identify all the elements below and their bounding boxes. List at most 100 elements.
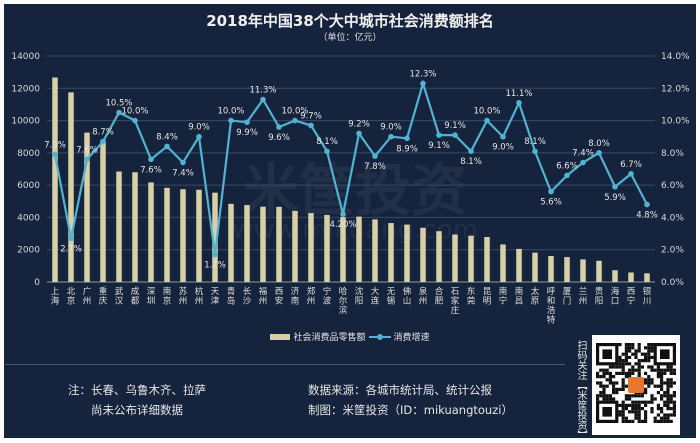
bar-郑州: [308, 213, 314, 282]
x-tick-label: 兰州: [579, 286, 588, 307]
legend-bar-label: 社会消费品零售额: [293, 333, 366, 343]
bar-呼和浩特: [548, 256, 554, 282]
growth-label: 9.2%: [348, 119, 370, 129]
bar-贵阳: [596, 260, 602, 282]
growth-label: 12.3%: [409, 69, 436, 79]
growth-label: 9.1%: [444, 121, 466, 131]
growth-label: 8.7%: [92, 128, 114, 138]
growth-label: 10.5%: [105, 99, 132, 109]
left-tick-label: 14000: [11, 52, 40, 62]
growth-point-郑州: [308, 122, 314, 129]
bar-南宁: [500, 244, 506, 282]
growth-label: 8.1%: [460, 157, 482, 167]
bar-杭州: [196, 189, 202, 282]
growth-point-杭州: [196, 133, 202, 140]
x-tick-label: 青岛: [227, 286, 236, 307]
x-tick-label: 重庆: [99, 286, 108, 307]
note-line-2: 尚未公布详细数据: [91, 403, 183, 417]
growth-point-上海: [52, 151, 58, 158]
x-tick-label: 厦门: [563, 287, 572, 307]
bar-沈阳: [356, 216, 362, 282]
growth-point-北京: [68, 235, 74, 242]
bar-广州: [84, 132, 90, 282]
right-tick-label: 12.0%: [661, 84, 690, 94]
x-tick-label: 无锡: [387, 287, 396, 307]
growth-label: 8.9%: [396, 144, 418, 154]
growth-point-苏州: [180, 159, 186, 166]
divider: [5, 364, 565, 365]
source-credit: 数据来源：各城市统计局、统计公报 制图：米筐投资（ID：mikuangtouzi…: [308, 380, 513, 420]
growth-label: 6.6%: [556, 161, 578, 171]
growth-point-天津: [212, 251, 218, 258]
x-tick-label: 南昌: [515, 286, 524, 307]
growth-label: 4.20%: [329, 220, 356, 230]
growth-label: 6.7%: [620, 160, 642, 170]
x-tick-label: 大连: [371, 286, 380, 307]
bar-厦门: [564, 257, 570, 282]
x-tick-label: 成都: [131, 286, 140, 307]
footnote: 注：长春、乌鲁木齐、拉萨 尚未公布详细数据: [68, 380, 206, 420]
bar-太原: [532, 252, 538, 282]
bar-长沙: [244, 205, 250, 282]
growth-point-南宁: [500, 133, 506, 140]
bar-青岛: [228, 203, 234, 282]
legend-line-label: 消费增速: [393, 333, 430, 343]
growth-point-沈阳: [356, 130, 362, 137]
growth-label: 9.9%: [236, 128, 258, 138]
bar-宁波: [324, 214, 330, 282]
x-tick-label: 杭州: [195, 286, 204, 307]
legend: 社会消费品零售额 消费增速: [0, 330, 700, 343]
x-tick-label: 昆明: [483, 287, 492, 307]
left-tick-label: 0: [34, 278, 40, 288]
bar-昆明: [484, 237, 490, 282]
growth-label: 7.4%: [572, 149, 594, 159]
bar-重庆: [100, 140, 106, 282]
growth-point-昆明: [484, 117, 490, 124]
x-tick-label: 苏州: [179, 286, 188, 307]
x-tick-label: 石家庄: [451, 287, 460, 316]
growth-point-合肥: [436, 132, 442, 138]
growth-point-南昌: [516, 100, 522, 106]
bar-大连: [372, 219, 378, 282]
growth-label: 1.7%: [204, 261, 226, 271]
x-tick-label: 济南: [291, 286, 300, 307]
x-tick-label: 贵阳: [595, 286, 604, 307]
bar-无锡: [388, 223, 394, 282]
bar-成都: [132, 172, 138, 282]
bar-西宁: [628, 272, 634, 282]
growth-point-贵阳: [596, 150, 602, 156]
bar-天津: [212, 192, 218, 282]
bar-东莞: [468, 235, 474, 282]
right-tick-label: 2.0%: [661, 246, 684, 256]
x-tick-label: 上海: [51, 287, 60, 307]
bar-合肥: [436, 231, 442, 282]
bar-泉州: [420, 227, 426, 282]
qr-logo: [628, 377, 644, 393]
right-tick-label: 10.0%: [661, 117, 690, 127]
growth-label: 10.0%: [217, 107, 244, 117]
qr-code: [592, 335, 680, 435]
bar-南京: [164, 187, 170, 282]
right-tick-label: 6.0%: [661, 181, 684, 191]
growth-point-厦门: [564, 172, 570, 179]
growth-label: 7.8%: [364, 162, 386, 172]
growth-line: [53, 79, 648, 255]
growth-label: 9.1%: [428, 141, 450, 151]
growth-point-银川: [644, 201, 650, 208]
bar-苏州: [180, 189, 186, 282]
growth-label: 7.4%: [172, 169, 194, 179]
right-tick-label: 4.0%: [661, 213, 684, 223]
growth-label: 8.1%: [524, 137, 546, 147]
growth-point-济南: [292, 117, 298, 124]
left-tick-label: 6000: [17, 181, 40, 191]
growth-point-重庆: [100, 138, 106, 145]
growth-label: 4.8%: [636, 211, 658, 221]
growth-point-深圳: [148, 156, 154, 163]
growth-label: 8.1%: [316, 137, 338, 147]
x-tick-label: 东莞: [467, 286, 476, 307]
bar-佛山: [404, 224, 410, 282]
growth-point-哈尔滨: [340, 211, 346, 217]
x-tick-label: 长沙: [243, 286, 252, 307]
growth-label: 10.0%: [281, 107, 308, 117]
growth-point-太原: [532, 148, 538, 155]
